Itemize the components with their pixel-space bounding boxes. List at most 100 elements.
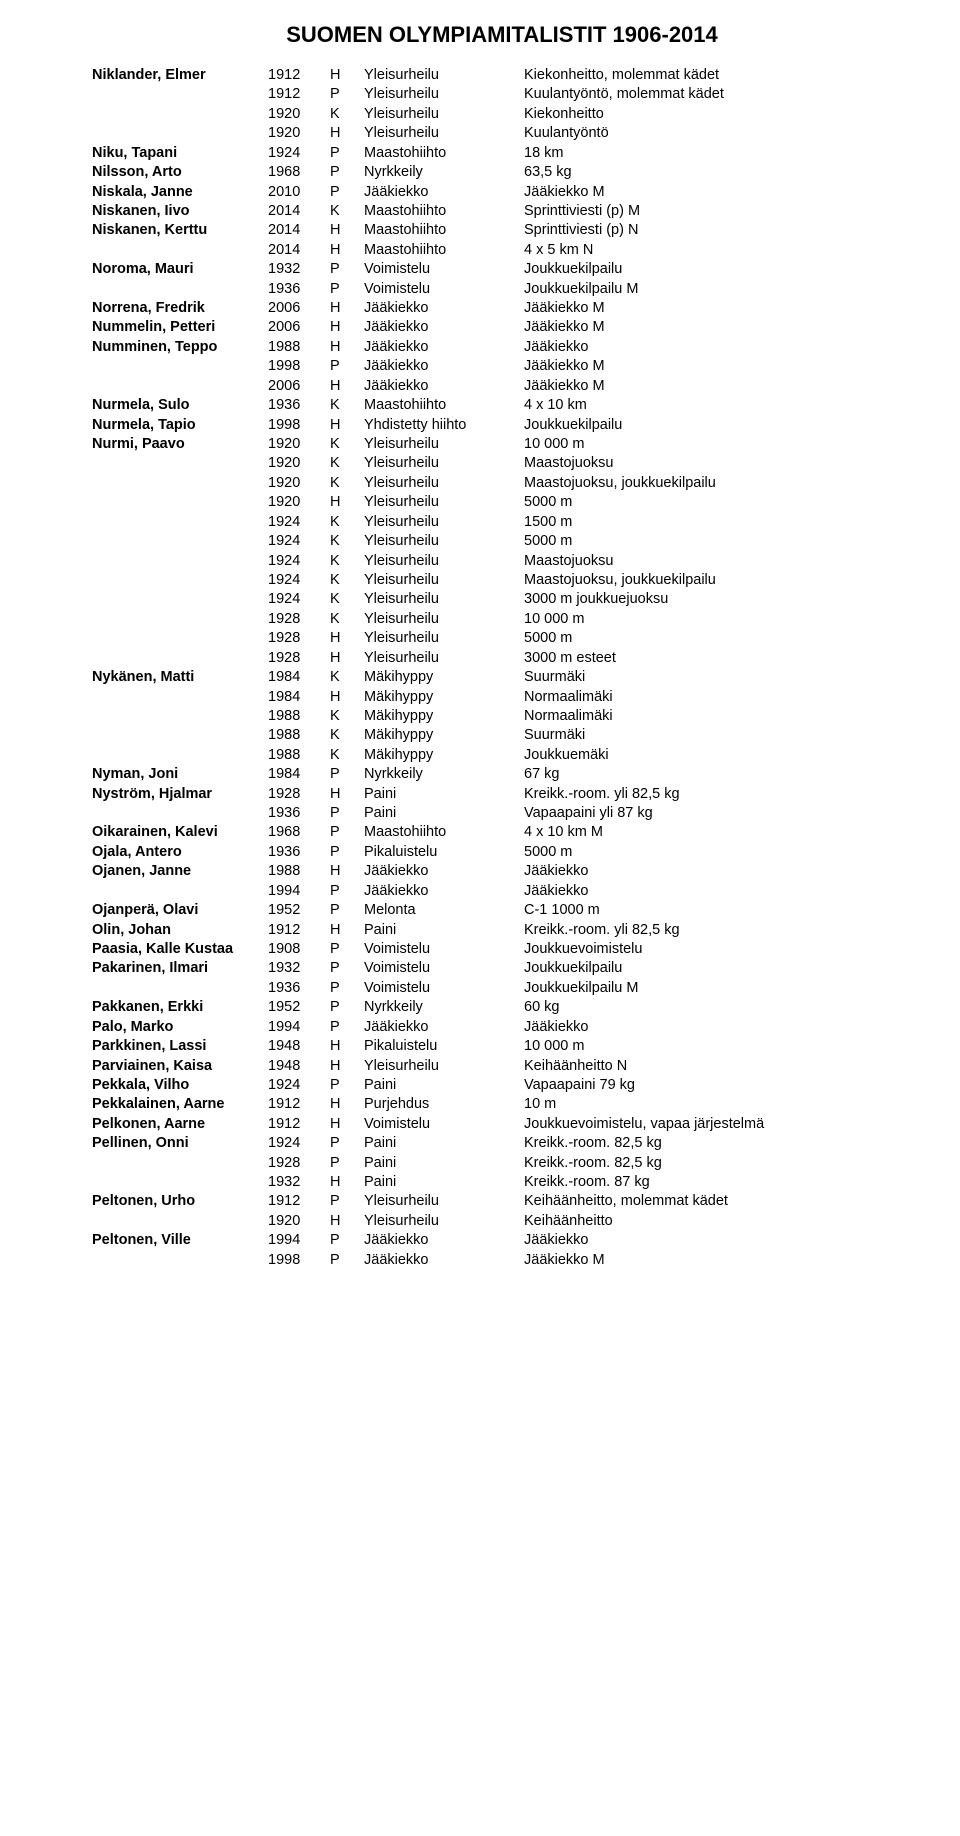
cell-event: Jääkiekko M (524, 357, 912, 376)
cell-year: 1920 (268, 105, 330, 124)
cell-sport: Jääkiekko (364, 183, 524, 202)
cell-year: 1920 (268, 474, 330, 493)
cell-event: Keihäänheitto (524, 1212, 912, 1231)
cell-year: 1912 (268, 921, 330, 940)
cell-medal: P (330, 998, 364, 1017)
cell-name: Ojala, Antero (92, 843, 268, 862)
page-title: SUOMEN OLYMPIAMITALISTIT 1906-2014 (92, 22, 912, 48)
cell-year: 1924 (268, 571, 330, 590)
table-row: Peltonen, Ville1994PJääkiekkoJääkiekko (92, 1231, 912, 1250)
cell-name: Nilsson, Arto (92, 163, 268, 182)
cell-name (92, 357, 268, 376)
cell-name: Niklander, Elmer (92, 66, 268, 85)
cell-sport: Voimistelu (364, 979, 524, 998)
cell-medal: H (330, 1057, 364, 1076)
cell-sport: Yleisurheilu (364, 610, 524, 629)
cell-name (92, 552, 268, 571)
cell-event: 10 000 m (524, 435, 912, 454)
table-row: 1924KYleisurheiluMaastojuoksu, joukkueki… (92, 571, 912, 590)
cell-name: Niku, Tapani (92, 144, 268, 163)
cell-sport: Yleisurheilu (364, 474, 524, 493)
cell-medal: K (330, 105, 364, 124)
cell-year: 1988 (268, 862, 330, 881)
cell-medal: P (330, 959, 364, 978)
table-row: Ojala, Antero1936PPikaluistelu5000 m (92, 843, 912, 862)
cell-sport: Pikaluistelu (364, 843, 524, 862)
cell-event: Suurmäki (524, 726, 912, 745)
cell-sport: Paini (364, 1134, 524, 1153)
cell-sport: Purjehdus (364, 1095, 524, 1114)
cell-event: Kiekonheitto (524, 105, 912, 124)
cell-event: Jääkiekko (524, 882, 912, 901)
table-row: 1988KMäkihyppyNormaalimäki (92, 707, 912, 726)
cell-event: 4 x 5 km N (524, 241, 912, 260)
cell-medal: H (330, 493, 364, 512)
cell-event: Sprinttiviesti (p) M (524, 202, 912, 221)
cell-year: 1932 (268, 1173, 330, 1192)
table-row: Niskanen, Iivo2014KMaastohiihtoSprinttiv… (92, 202, 912, 221)
cell-event: Kuulantyöntö, molemmat kädet (524, 85, 912, 104)
cell-sport: Jääkiekko (364, 318, 524, 337)
table-row: 1928KYleisurheilu10 000 m (92, 610, 912, 629)
cell-year: 2014 (268, 241, 330, 260)
cell-year: 1924 (268, 552, 330, 571)
cell-name: Paasia, Kalle Kustaa (92, 940, 268, 959)
cell-medal: H (330, 338, 364, 357)
cell-sport: Melonta (364, 901, 524, 920)
cell-name (92, 1173, 268, 1192)
cell-year: 1994 (268, 1018, 330, 1037)
page: SUOMEN OLYMPIAMITALISTIT 1906-2014 Nikla… (0, 0, 960, 1836)
table-row: Nurmela, Tapio1998HYhdistetty hiihtoJouk… (92, 416, 912, 435)
cell-sport: Jääkiekko (364, 377, 524, 396)
cell-name (92, 571, 268, 590)
cell-sport: Yleisurheilu (364, 85, 524, 104)
table-row: 1924KYleisurheilu3000 m joukkuejuoksu (92, 590, 912, 609)
cell-name (92, 1154, 268, 1173)
cell-sport: Yleisurheilu (364, 124, 524, 143)
cell-event: Kreikk.-room. yli 82,5 kg (524, 785, 912, 804)
table-row: Nurmi, Paavo1920KYleisurheilu10 000 m (92, 435, 912, 454)
cell-name (92, 979, 268, 998)
table-row: 1932HPainiKreikk.-room. 87 kg (92, 1173, 912, 1192)
cell-year: 1968 (268, 823, 330, 842)
cell-event: Joukkuekilpailu (524, 416, 912, 435)
table-row: Ojanperä, Olavi1952PMelontaC-1 1000 m (92, 901, 912, 920)
cell-sport: Yleisurheilu (364, 493, 524, 512)
cell-year: 1924 (268, 513, 330, 532)
table-row: Numminen, Teppo1988HJääkiekkoJääkiekko (92, 338, 912, 357)
cell-sport: Maastohiihto (364, 396, 524, 415)
cell-name: Nurmela, Sulo (92, 396, 268, 415)
cell-event: Jääkiekko M (524, 1251, 912, 1270)
cell-year: 1928 (268, 785, 330, 804)
table-row: 1936PPainiVapaapaini yli 87 kg (92, 804, 912, 823)
cell-medal: P (330, 765, 364, 784)
cell-year: 1920 (268, 435, 330, 454)
cell-medal: H (330, 629, 364, 648)
cell-event: Vapaapaini 79 kg (524, 1076, 912, 1095)
cell-event: 5000 m (524, 843, 912, 862)
cell-event: Kreikk.-room. 82,5 kg (524, 1154, 912, 1173)
cell-event: Kreikk.-room. 82,5 kg (524, 1134, 912, 1153)
cell-sport: Maastohiihto (364, 144, 524, 163)
cell-name (92, 513, 268, 532)
cell-name (92, 610, 268, 629)
cell-year: 1936 (268, 396, 330, 415)
cell-medal: P (330, 357, 364, 376)
cell-event: Kiekonheitto, molemmat kädet (524, 66, 912, 85)
cell-event: Suurmäki (524, 668, 912, 687)
cell-medal: H (330, 66, 364, 85)
table-row: Nyman, Joni1984PNyrkkeily67 kg (92, 765, 912, 784)
table-row: Olin, Johan1912HPainiKreikk.-room. yli 8… (92, 921, 912, 940)
cell-name: Palo, Marko (92, 1018, 268, 1037)
cell-sport: Yleisurheilu (364, 552, 524, 571)
cell-event: Maastojuoksu (524, 552, 912, 571)
cell-event: 67 kg (524, 765, 912, 784)
cell-name (92, 280, 268, 299)
table-row: 1988KMäkihyppyJoukkuemäki (92, 746, 912, 765)
cell-medal: P (330, 804, 364, 823)
table-row: Pekkalainen, Aarne1912HPurjehdus10 m (92, 1095, 912, 1114)
cell-medal: K (330, 202, 364, 221)
cell-name: Peltonen, Ville (92, 1231, 268, 1250)
cell-medal: P (330, 1154, 364, 1173)
cell-medal: P (330, 1018, 364, 1037)
